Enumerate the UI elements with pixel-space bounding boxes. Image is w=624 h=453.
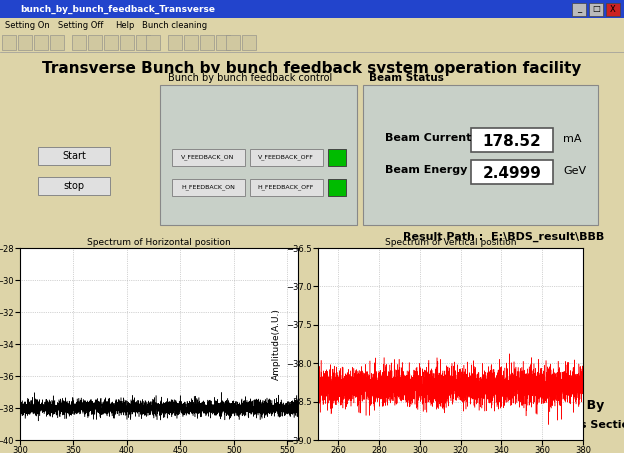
Bar [200, 35, 214, 50]
Text: H_FEEDBACK_OFF: H_FEEDBACK_OFF [258, 184, 314, 190]
Title: Spectrum of Vertical position: Spectrum of Vertical position [385, 238, 516, 247]
Bar [0, 52, 624, 453]
Y-axis label: Amplitude(A.U.): Amplitude(A.U.) [271, 308, 281, 380]
Bar [120, 35, 134, 50]
Bar [172, 149, 245, 166]
Bar [328, 179, 346, 196]
Text: X: X [610, 5, 616, 14]
Bar [366, 73, 446, 83]
Text: Setting On: Setting On [5, 20, 50, 29]
Text: Beam Status: Beam Status [369, 73, 444, 83]
Text: Transverse Bunch by bunch feedback system operation facility: Transverse Bunch by bunch feedback syste… [42, 61, 582, 76]
Text: GeV: GeV [563, 166, 586, 176]
Bar [242, 35, 256, 50]
Bar [168, 35, 182, 50]
Text: Bunch cleaning: Bunch cleaning [142, 20, 207, 29]
Bar [136, 35, 150, 50]
Text: V_FEEDBACK_ON: V_FEEDBACK_ON [182, 154, 235, 160]
Text: H_FEEDBACK_ON: H_FEEDBACK_ON [181, 184, 235, 190]
Bar [471, 128, 553, 152]
Bar [146, 35, 160, 50]
Bar [0, 18, 624, 32]
Text: V_FEEDBACK_OFF: V_FEEDBACK_OFF [258, 154, 314, 160]
Bar [0, 32, 624, 52]
Text: Beam Energy: Beam Energy [385, 165, 467, 175]
Bar [184, 35, 198, 50]
Bar [471, 160, 553, 184]
Bar [250, 149, 323, 166]
Bar [250, 179, 323, 196]
Bar [72, 35, 86, 50]
Text: Setting Off: Setting Off [58, 20, 104, 29]
Text: _: _ [577, 5, 581, 14]
Bar [50, 35, 64, 50]
Bar [216, 35, 230, 50]
Text: □: □ [592, 5, 600, 14]
Bar [18, 35, 32, 50]
Text: 178.52: 178.52 [482, 134, 542, 149]
Text: bunch_by_bunch_feedback_Transverse: bunch_by_bunch_feedback_Transverse [20, 5, 215, 14]
Bar [104, 35, 118, 50]
Bar [589, 3, 603, 16]
Text: Beam Current: Beam Current [385, 133, 471, 143]
Text: 2.4999: 2.4999 [482, 165, 542, 180]
Title: Spectrum of Horizontal position: Spectrum of Horizontal position [87, 238, 231, 247]
Bar [2, 35, 16, 50]
Bar [328, 149, 346, 166]
Text: Beam Diagnostics Section: Beam Diagnostics Section [475, 420, 624, 430]
Bar [572, 3, 586, 16]
Bar [165, 73, 320, 83]
Bar [38, 147, 110, 165]
Text: Start: Start [62, 151, 86, 161]
Bar [88, 35, 102, 50]
Text: Help: Help [115, 20, 135, 29]
Bar [38, 177, 110, 195]
Text: Bunch by bunch feedback control: Bunch by bunch feedback control [168, 73, 332, 83]
Text: Developed By: Developed By [508, 399, 604, 411]
Text: Result Path :  E:\BDS_result\BBB: Result Path : E:\BDS_result\BBB [402, 232, 604, 242]
Text: mA: mA [563, 134, 582, 144]
Bar [363, 85, 598, 225]
Bar [160, 85, 357, 225]
Bar [34, 35, 48, 50]
Bar [226, 35, 240, 50]
Text: stop: stop [64, 181, 85, 191]
Bar [0, 0, 624, 18]
Bar [606, 3, 620, 16]
Bar [172, 179, 245, 196]
